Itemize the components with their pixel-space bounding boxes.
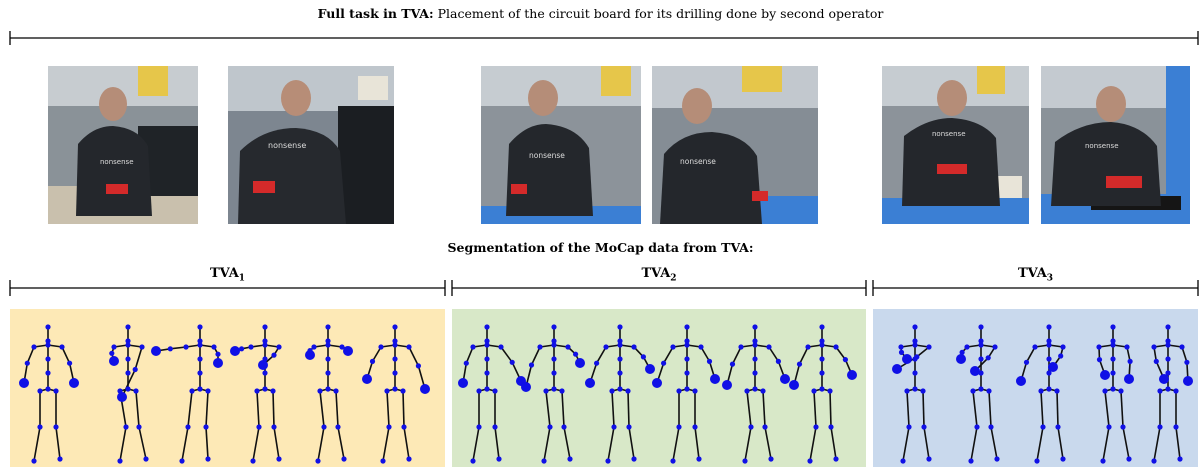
video-frame-3: nonsense	[481, 66, 641, 224]
skeleton-canvas	[892, 324, 1193, 464]
skeleton-figure	[892, 324, 932, 464]
video-frame-5: nonsense	[882, 66, 1029, 224]
skeleton-figure	[362, 324, 430, 464]
segment-panel-1	[10, 309, 445, 467]
video-frame-4: nonsense	[652, 66, 818, 224]
skeleton-canvas	[19, 324, 430, 464]
skeleton-figure	[19, 324, 79, 464]
skeleton-figure	[1096, 324, 1134, 464]
shirt-logo: nonsense	[932, 130, 966, 138]
skeleton-figure	[230, 324, 282, 464]
segment-panel-3	[873, 309, 1198, 467]
skeleton-figure	[1151, 324, 1193, 464]
skeleton-figure	[458, 324, 526, 464]
segment-label-1: TVA1	[209, 266, 246, 284]
shirt-logo: nonsense	[529, 151, 565, 160]
full-task-title: Full task in TVA: Placement of the circu…	[0, 6, 1201, 21]
skeleton-figure	[151, 324, 223, 464]
video-frame-6: nonsense	[1041, 66, 1190, 224]
shirt-logo: nonsense	[1085, 142, 1119, 150]
full-task-title-bold: Full task in TVA:	[317, 6, 434, 21]
skeleton-figure	[652, 324, 720, 464]
skeleton-figure	[789, 324, 857, 464]
shirt-logo: nonsense	[100, 158, 134, 166]
segment-panel-2	[452, 309, 866, 467]
full-task-title-rest: Placement of the circuit board for its d…	[433, 6, 884, 21]
segment-label-3: TVA3	[1017, 266, 1054, 284]
skeleton-figure	[956, 324, 1000, 464]
skeleton-figure	[1016, 324, 1066, 464]
segmentation-title: Segmentation of the MoCap data from TVA:	[447, 240, 754, 255]
skeleton-figure	[109, 324, 149, 464]
shirt-logo: nonsense	[680, 157, 716, 166]
skeleton-canvas	[458, 324, 857, 464]
skeleton-figure	[722, 324, 790, 464]
segment-label-2: TVA2	[641, 266, 677, 284]
skeleton-figure	[585, 324, 655, 464]
skeleton-figure	[521, 324, 585, 464]
skeleton-figure	[305, 324, 353, 464]
video-frame-2: nonsense	[228, 66, 394, 224]
video-frame-1: nonsense	[48, 66, 198, 224]
shirt-logo: nonsense	[268, 141, 306, 150]
